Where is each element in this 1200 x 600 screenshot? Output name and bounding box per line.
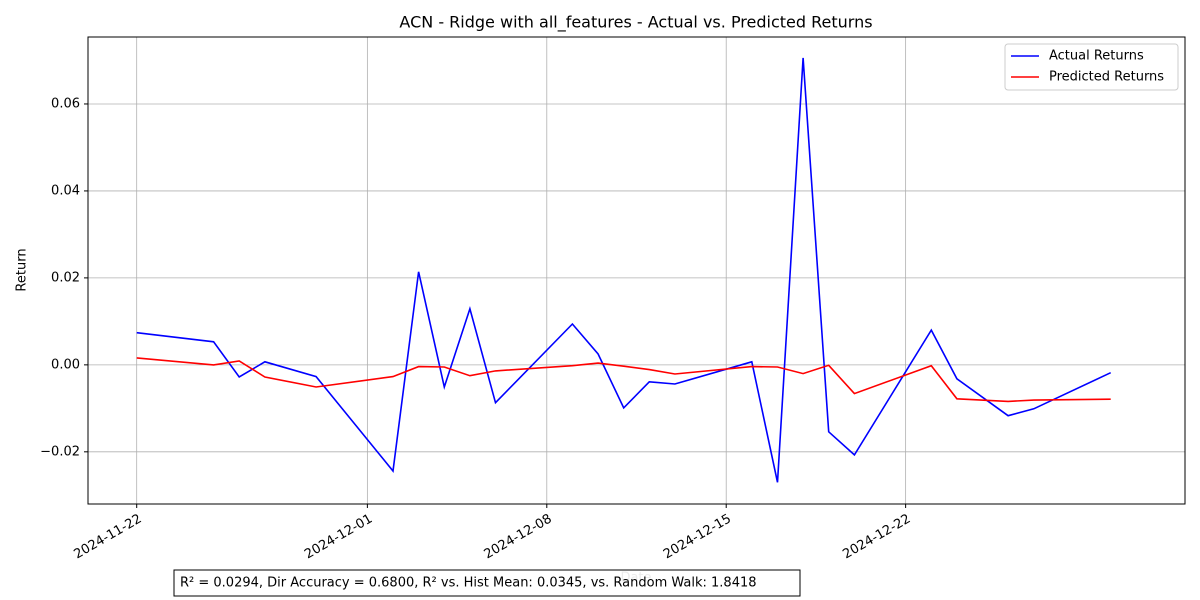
legend-box: [1004, 43, 1179, 91]
x-tick-label: 2024-11-22: [72, 512, 145, 563]
annotation: R² = 0.0294, Dir Accuracy = 0.6800, R² v…: [180, 576, 757, 591]
x-tick-label: 2024-12-08: [482, 512, 555, 563]
x-tick-label: 2024-12-01: [302, 512, 375, 563]
y-tick-label: −0.02: [40, 444, 80, 459]
y-tick-label: 0.00: [51, 357, 80, 372]
legend-label: Actual Returns: [1049, 49, 1144, 64]
chart-title: ACN - Ridge with all_features - Actual v…: [399, 13, 872, 33]
y-axis-label: Return: [15, 248, 30, 291]
y-tick-label: 0.04: [51, 183, 80, 198]
annotation-box: [173, 569, 801, 597]
data-line: [136, 57, 1112, 483]
x-tick-label: 2024-12-15: [661, 512, 734, 563]
plot-frame: [87, 36, 1186, 505]
y-tick-label: 0.02: [51, 270, 80, 285]
y-tick-label: 0.06: [51, 96, 80, 111]
x-tick-label: 2024-12-22: [840, 512, 913, 563]
data-line: [136, 357, 1111, 403]
legend-label: Predicted Returns: [1049, 70, 1164, 85]
